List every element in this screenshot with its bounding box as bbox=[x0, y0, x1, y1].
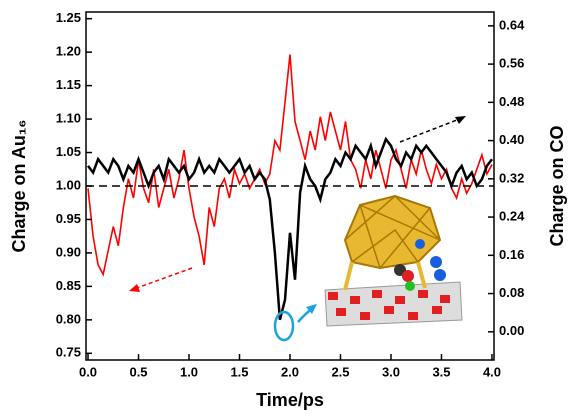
x-tick-label: 1.5 bbox=[230, 364, 248, 379]
y2-tick-label: 0.48 bbox=[499, 94, 524, 109]
y2-tick-label: 0.16 bbox=[499, 247, 524, 262]
y2-tick-label: 0.08 bbox=[499, 285, 524, 300]
x-tick-label: 0.5 bbox=[129, 364, 147, 379]
x-tick-label: 4.0 bbox=[483, 364, 501, 379]
y2-tick-label: 0.64 bbox=[499, 17, 525, 32]
y-tick-label: 1.20 bbox=[56, 44, 81, 59]
y2-tick-label: 0.24 bbox=[499, 209, 525, 224]
x-tick-label: 1.0 bbox=[180, 364, 198, 379]
y-tick-label: 1.25 bbox=[56, 10, 81, 25]
x-tick-label: 3.0 bbox=[382, 364, 400, 379]
inset-structure bbox=[325, 196, 462, 326]
highlight-ellipse bbox=[275, 312, 293, 340]
y-tick-label: 0.95 bbox=[56, 211, 81, 226]
y-axis-label: Charge on Au₁₆ bbox=[9, 120, 29, 253]
arrowhead bbox=[455, 116, 466, 124]
arrow-right-axis bbox=[400, 118, 462, 142]
arrowhead bbox=[129, 284, 140, 292]
y-tick-label: 0.85 bbox=[56, 278, 81, 293]
y2-tick-label: 0.32 bbox=[499, 170, 524, 185]
y-tick-label: 1.15 bbox=[56, 77, 81, 92]
y-tick-label: 1.05 bbox=[56, 144, 81, 159]
y-tick-label: 0.80 bbox=[56, 311, 81, 326]
x-tick-label: 2.0 bbox=[281, 364, 299, 379]
chart: Time/ps Charge on Au₁₆ Charge on CO 0.00… bbox=[0, 0, 570, 414]
x-tick-label: 2.5 bbox=[331, 364, 349, 379]
y-tick-label: 1.10 bbox=[56, 111, 81, 126]
y-tick-label: 1.00 bbox=[56, 177, 81, 192]
y-tick-label: 0.75 bbox=[56, 345, 81, 360]
arrow-left-axis bbox=[134, 268, 192, 289]
y2-axis-label: Charge on CO bbox=[547, 125, 567, 246]
x-tick-label: 0.0 bbox=[79, 364, 97, 379]
x-tick-label: 3.5 bbox=[432, 364, 450, 379]
y2-tick-label: 0.40 bbox=[499, 132, 524, 147]
lines bbox=[88, 55, 492, 320]
y2-tick-label: 0.00 bbox=[499, 323, 524, 338]
x-axis-label: Time/ps bbox=[256, 390, 324, 410]
page: {"chart_data": {"type": "line", "x_label… bbox=[0, 0, 570, 419]
y-tick-label: 0.90 bbox=[56, 244, 81, 259]
y2-tick-label: 0.56 bbox=[499, 56, 524, 71]
